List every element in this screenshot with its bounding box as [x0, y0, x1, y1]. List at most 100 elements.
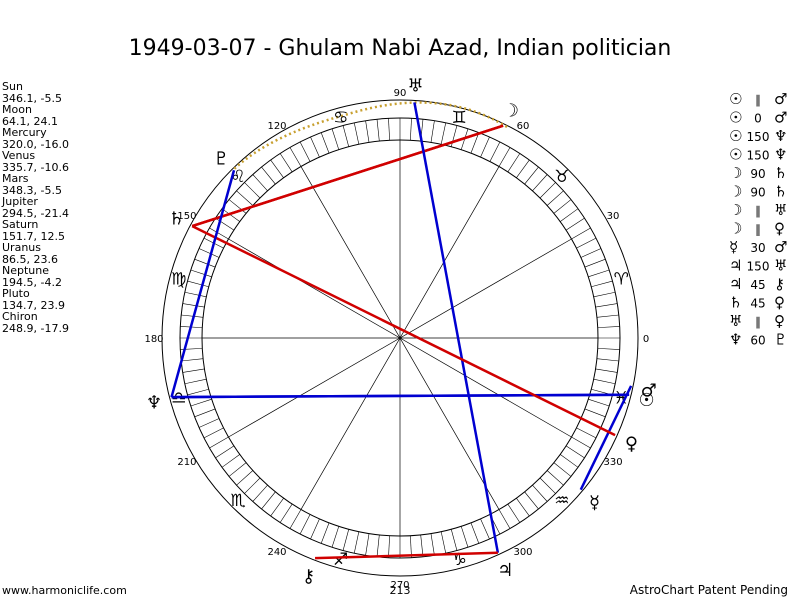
planet-coords: 151.7, 12.5 — [2, 230, 65, 243]
band-tick — [215, 217, 235, 231]
band-tick — [524, 491, 539, 510]
planet-glyph: ♄ — [168, 209, 184, 230]
sign-glyph: ♍ — [171, 270, 186, 290]
footer-right: AstroChart Patent Pending — [630, 583, 788, 597]
aspect-p1: ☽ — [729, 164, 742, 182]
band-tick — [591, 280, 613, 288]
band-tick — [289, 147, 302, 167]
band-tick — [331, 128, 340, 150]
planet-glyph: ☿ — [589, 492, 600, 513]
aspect-line — [315, 551, 498, 560]
band-tick — [420, 534, 424, 557]
band-tick — [553, 462, 572, 477]
aspect-angle: ∥ — [755, 93, 761, 107]
aspect-p1: ☽ — [729, 201, 742, 219]
band-tick — [187, 388, 209, 396]
band-tick — [184, 378, 207, 385]
planet-name: Moon — [2, 103, 32, 116]
outer-circle — [161, 99, 639, 577]
planet-name: Uranus — [2, 241, 41, 254]
aspect-angle: 45 — [750, 297, 765, 311]
band-tick — [236, 470, 254, 486]
band-tick — [430, 533, 435, 556]
planet-coords: 294.5, -21.4 — [2, 207, 69, 220]
degree-label: 300 — [513, 547, 532, 558]
band-tick — [532, 484, 548, 502]
aspect-p2: ♄ — [774, 164, 787, 182]
aspect-line — [170, 169, 236, 398]
planet-glyph: ☽ — [503, 101, 519, 122]
band-tick — [190, 398, 212, 407]
band-tick — [440, 122, 447, 145]
band-tick — [182, 368, 205, 373]
band-tick — [261, 491, 276, 510]
band-tick — [410, 118, 412, 141]
band-tick — [546, 190, 564, 206]
sign-glyph: ♉ — [554, 167, 569, 187]
band-tick — [516, 498, 530, 517]
aspect-angle: 60 — [750, 334, 765, 348]
aspect-line — [579, 385, 633, 491]
aspect-angle: 45 — [750, 278, 765, 292]
planet-glyph: ♅ — [407, 75, 423, 96]
band-tick — [489, 141, 501, 162]
band-tick — [470, 132, 480, 154]
degree-label: 120 — [267, 121, 286, 132]
band-tick — [236, 190, 254, 206]
planet-coords: 346.1, -5.5 — [2, 92, 62, 105]
planet-glyph: ♂ — [641, 381, 657, 402]
aspect-p1: ♃ — [729, 257, 742, 275]
planet-name: Venus — [2, 149, 35, 162]
band-tick — [595, 303, 618, 308]
planet-name: Jupiter — [1, 195, 38, 208]
aspect-angle: 150 — [747, 149, 770, 163]
degree-label: 240 — [267, 547, 286, 558]
band-tick — [532, 174, 548, 192]
aspect-p1: ♅ — [729, 312, 742, 330]
aspect-angle: ∥ — [755, 315, 761, 329]
band-tick — [588, 398, 610, 407]
aspect-p2: ♅ — [774, 257, 787, 275]
planet-glyph: ♃ — [497, 560, 513, 581]
planet-coords: 320.0, -16.0 — [2, 138, 69, 151]
band-tick — [516, 159, 530, 178]
degree-label: 30 — [607, 211, 620, 222]
degree-label: 210 — [177, 457, 196, 468]
band-tick — [252, 484, 268, 502]
band-tick — [480, 518, 490, 540]
band-tick — [580, 248, 602, 258]
band-tick — [181, 314, 204, 318]
sign-glyph: ♒ — [554, 491, 569, 511]
band-tick — [595, 368, 618, 373]
band-tick — [507, 503, 521, 523]
aspect-p2: ♇ — [774, 331, 787, 349]
band-tick — [209, 436, 229, 449]
band-tick — [565, 445, 585, 459]
band-tick — [331, 526, 340, 548]
aspect-angle: 150 — [747, 130, 770, 144]
planet-glyph: ♆ — [146, 393, 162, 414]
aspect-p1: ☉ — [729, 109, 742, 127]
band-tick — [221, 454, 240, 468]
band-tick — [376, 534, 380, 557]
band-tick — [228, 199, 247, 214]
aspect-angle: 30 — [750, 241, 765, 255]
sign-glyph: ♏ — [230, 491, 245, 511]
band-tick — [228, 462, 247, 477]
band-tick — [410, 535, 412, 558]
band-tick — [182, 303, 205, 308]
band-tick — [365, 533, 370, 556]
band-tick — [388, 535, 390, 558]
band-tick — [365, 120, 370, 143]
aspect-p2: ♀ — [774, 220, 785, 238]
footer-left: www.harmoniclife.com — [2, 584, 127, 597]
band-tick — [560, 208, 579, 222]
band-tick — [588, 269, 610, 278]
planet-coords: 194.5, -4.2 — [2, 276, 62, 289]
band-tick — [524, 166, 539, 185]
band-tick — [539, 182, 556, 199]
band-tick — [221, 208, 240, 222]
aspect-p1: ♃ — [729, 275, 742, 293]
band-tick — [565, 217, 585, 231]
band-tick — [507, 153, 521, 173]
